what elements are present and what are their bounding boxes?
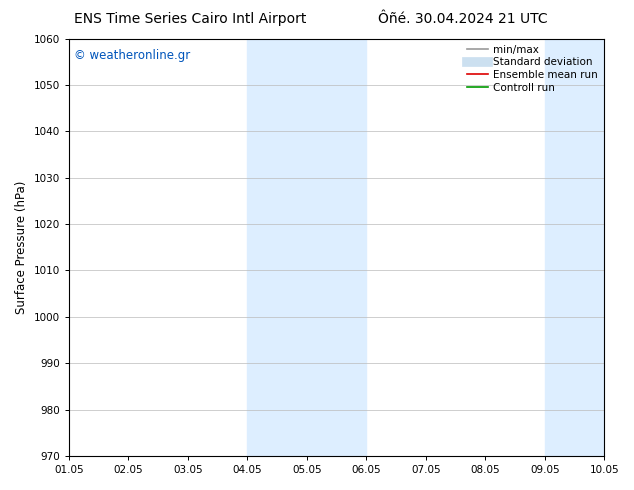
Bar (247, 39, 366, 456)
Text: Ôñé. 30.04.2024 21 UTC: Ôñé. 30.04.2024 21 UTC (378, 12, 548, 26)
Bar (545, 39, 634, 456)
Y-axis label: Surface Pressure (hPa): Surface Pressure (hPa) (15, 181, 28, 314)
Text: © weatheronline.gr: © weatheronline.gr (74, 49, 190, 62)
Legend: min/max, Standard deviation, Ensemble mean run, Controll run: min/max, Standard deviation, Ensemble me… (463, 41, 602, 97)
Text: ENS Time Series Cairo Intl Airport: ENS Time Series Cairo Intl Airport (74, 12, 306, 26)
